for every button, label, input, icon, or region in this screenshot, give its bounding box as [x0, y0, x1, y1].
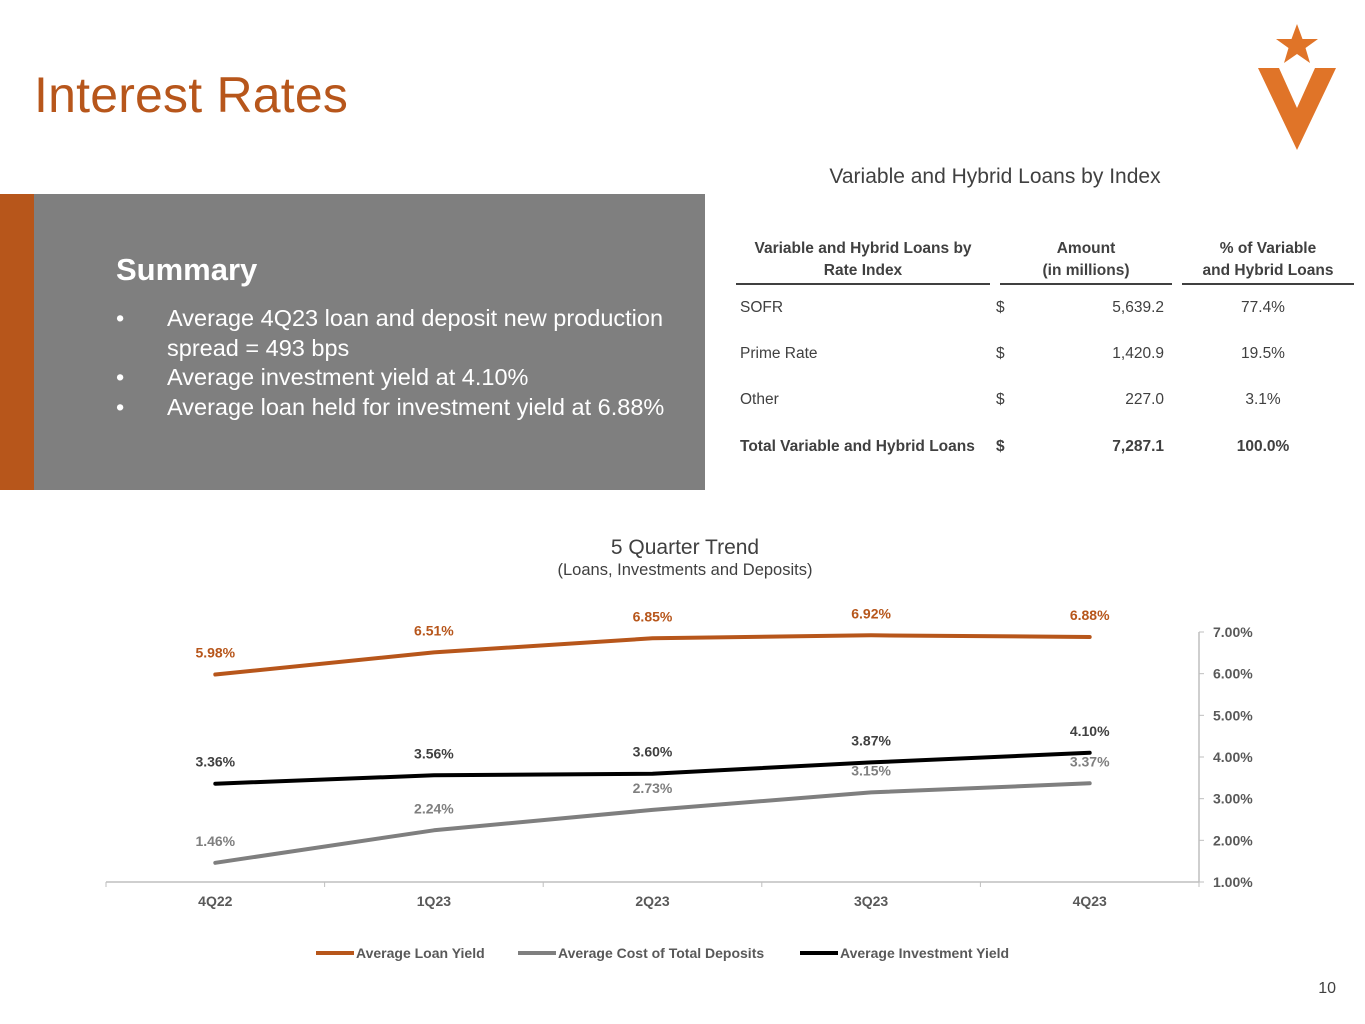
amount-value: 5,639.2	[1112, 298, 1164, 316]
data-label: 5.98%	[195, 645, 235, 661]
loans-by-index-table: Variable and Hybrid Loans by Rate Index A…	[736, 238, 1354, 470]
bullet-marker: •	[116, 393, 125, 420]
page-title: Interest Rates	[34, 67, 349, 123]
total-amount: $7,287.1	[990, 424, 1172, 471]
summary-bullet-text: Average 4Q23 loan and deposit new produc…	[167, 305, 664, 361]
x-tick-label: 1Q23	[417, 893, 451, 909]
currency-symbol: $	[996, 437, 1005, 455]
total-percent: 100.0%	[1236, 437, 1290, 455]
y-tick-label: 3.00%	[1213, 791, 1253, 807]
chart-subtitle: (Loans, Investments and Deposits)	[557, 561, 813, 579]
summary-heading: Summary	[116, 252, 258, 287]
data-label: 6.51%	[414, 622, 454, 638]
data-label: 2.73%	[633, 780, 673, 796]
currency-symbol: $	[996, 391, 1005, 409]
y-tick-label: 1.00%	[1213, 874, 1253, 890]
data-label: 3.60%	[633, 744, 673, 760]
data-label: 6.92%	[851, 605, 891, 621]
data-label: 3.37%	[1070, 753, 1110, 769]
y-tick-label: 6.00%	[1213, 666, 1253, 682]
header-amount: Amount (in millions)	[1000, 238, 1172, 285]
data-label: 1.46%	[195, 833, 235, 849]
total-amount-value: 7,287.1	[1112, 437, 1164, 455]
row-percent: 3.1%	[1245, 391, 1281, 409]
x-tick-label: 2Q23	[635, 893, 669, 909]
amount-value: 1,420.9	[1112, 344, 1164, 362]
series-line	[213, 633, 1092, 677]
table-row: SOFR $5,639.2 77.4%	[736, 284, 1354, 331]
x-tick-label: 4Q23	[1073, 893, 1107, 909]
table-header-row: Variable and Hybrid Loans by Rate Index A…	[736, 238, 1354, 285]
data-label: 4.10%	[1070, 723, 1110, 739]
row-amount: $1,420.9	[990, 331, 1172, 378]
summary-bullet: • Average 4Q23 loan and deposit new produ…	[116, 304, 706, 363]
row-name: SOFR	[740, 298, 784, 316]
summary-bullet: • Average investment yield at 4.10%	[116, 363, 706, 393]
header-amount-line2: (in millions)	[1042, 262, 1130, 279]
summary-bullet: • Average loan held for investment yield …	[116, 393, 706, 423]
row-percent: 19.5%	[1241, 344, 1285, 362]
summary-accent-bar	[0, 194, 34, 490]
x-tick-label: 3Q23	[854, 893, 888, 909]
y-tick-label: 2.00%	[1213, 832, 1253, 848]
row-amount: $5,639.2	[990, 284, 1172, 331]
legend-label: Average Cost of Total Deposits	[558, 945, 764, 961]
data-label: 2.24%	[414, 800, 454, 816]
star-v-logo-icon	[1258, 24, 1336, 150]
series-line	[213, 781, 1092, 865]
data-label: 3.56%	[414, 745, 454, 761]
header-percent-line1: % of Variable	[1219, 240, 1317, 257]
summary-bullet-text: Average loan held for investment yield a…	[167, 393, 665, 420]
data-label: 6.85%	[633, 608, 673, 624]
summary-panel: Summary • Average 4Q23 loan and deposit n…	[34, 194, 705, 490]
summary-bullet-text: Average investment yield at 4.10%	[167, 364, 529, 390]
data-label: 3.87%	[851, 732, 891, 748]
header-rate-index-line2: Rate Index	[823, 262, 903, 279]
y-tick-label: 5.00%	[1213, 707, 1253, 723]
table-row: Prime Rate $1,420.9 19.5%	[736, 331, 1354, 378]
row-amount: $227.0	[990, 377, 1172, 424]
bullet-marker: •	[116, 364, 125, 390]
page-number: 10	[1318, 980, 1336, 997]
summary-list: • Average 4Q23 loan and deposit new produ…	[116, 304, 706, 422]
table-row: Other $227.0 3.1%	[736, 377, 1354, 424]
amount-value: 227.0	[1125, 391, 1164, 409]
data-label: 3.15%	[851, 762, 891, 778]
table-total-row: Total Variable and Hybrid Loans $7,287.1…	[736, 424, 1354, 471]
y-tick-label: 4.00%	[1213, 749, 1253, 765]
header-rate-index: Variable and Hybrid Loans by Rate Index	[736, 238, 990, 285]
data-label: 3.36%	[195, 754, 235, 770]
row-percent: 77.4%	[1241, 298, 1285, 316]
y-tick-label: 7.00%	[1213, 624, 1253, 640]
bullet-marker: •	[116, 305, 125, 331]
header-amount-line1: Amount	[1056, 240, 1116, 257]
currency-symbol: $	[996, 344, 1005, 362]
header-percent: % of Variable and Hybrid Loans	[1182, 238, 1354, 285]
header-rate-index-line1: Variable and Hybrid Loans by	[754, 240, 972, 257]
chart-title: 5 Quarter Trend	[610, 536, 760, 559]
currency-symbol: $	[996, 298, 1005, 316]
table-title: Variable and Hybrid Loans by Index	[829, 165, 1161, 188]
total-name: Total Variable and Hybrid Loans	[740, 437, 975, 455]
series-line	[213, 750, 1092, 786]
row-name: Prime Rate	[740, 344, 818, 362]
row-name: Other	[740, 391, 779, 409]
legend-label: Average Loan Yield	[356, 945, 485, 961]
x-tick-label: 4Q22	[198, 893, 232, 909]
data-label: 6.88%	[1070, 607, 1110, 623]
legend-label: Average Investment Yield	[840, 945, 1009, 961]
header-percent-line2: and Hybrid Loans	[1202, 262, 1334, 279]
